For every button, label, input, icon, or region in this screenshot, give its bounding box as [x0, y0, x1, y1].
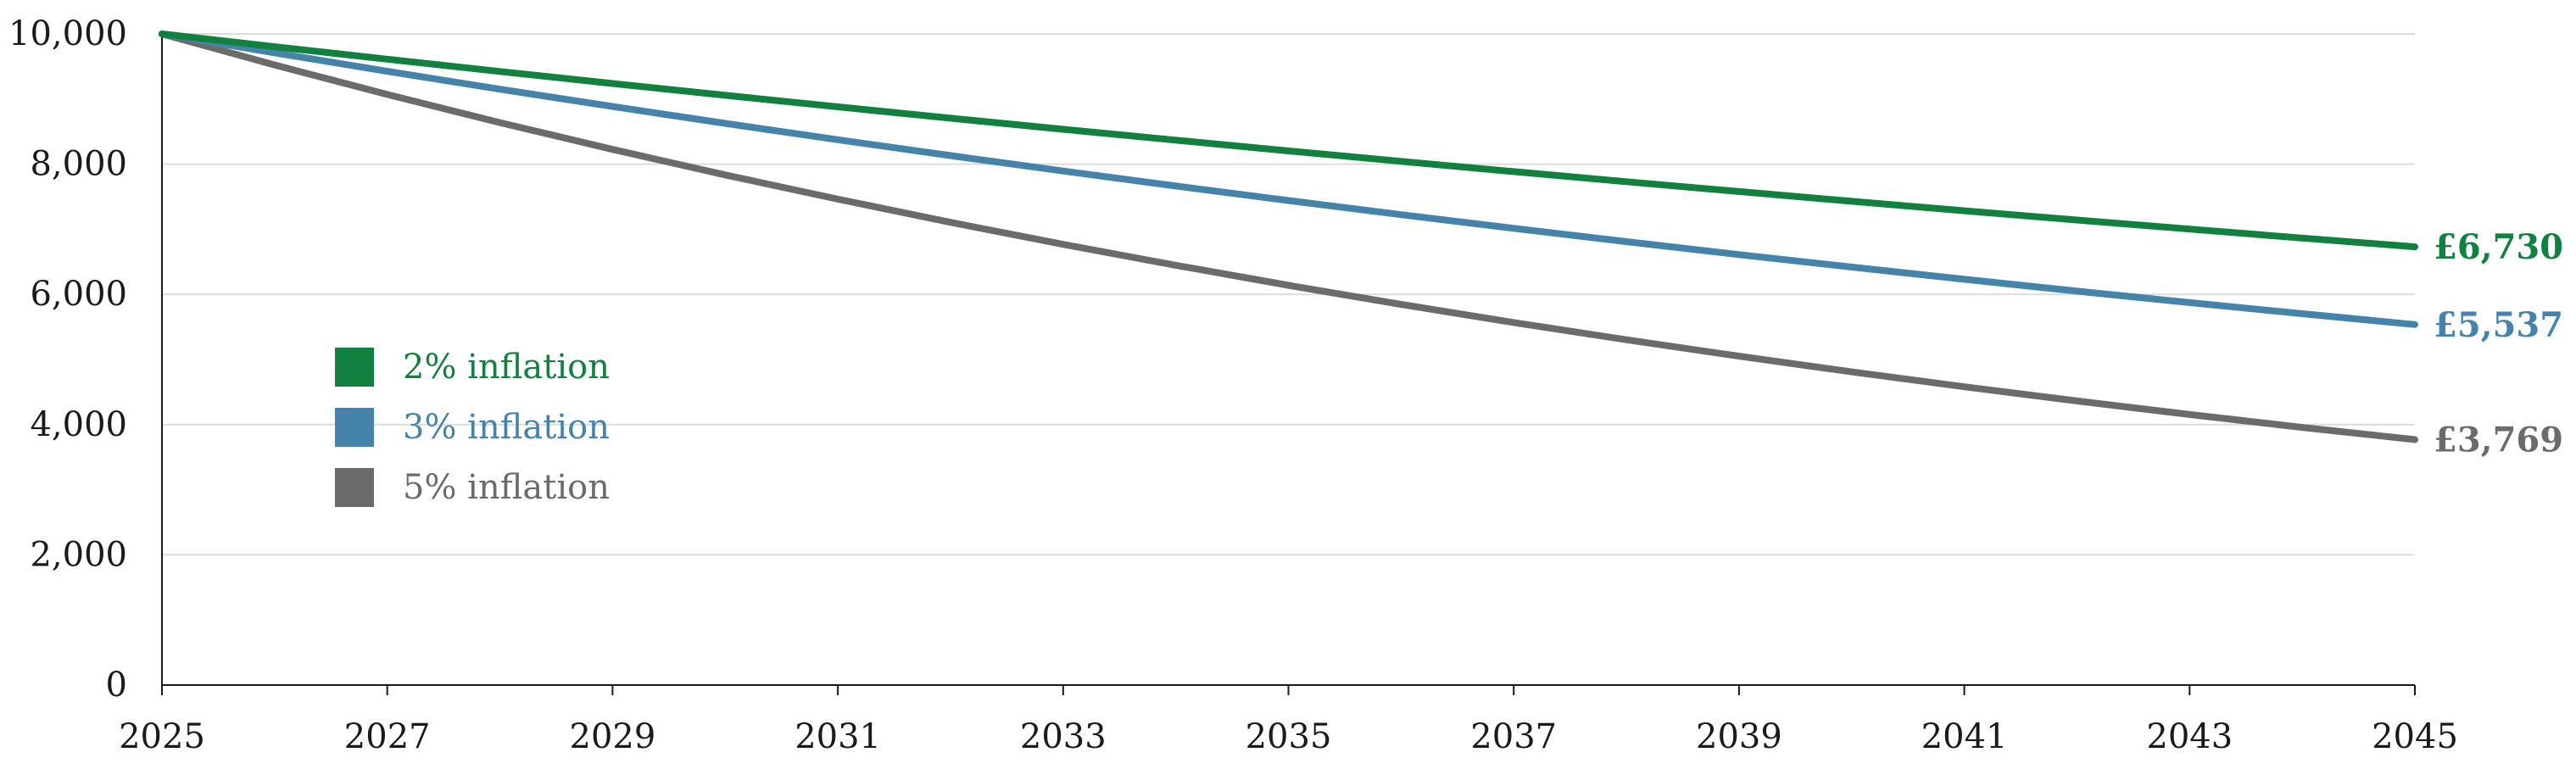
- x-tick-label: 2041: [1921, 717, 2008, 756]
- end-label-series-1: £6,730: [2434, 227, 2563, 267]
- x-tick-label: 2045: [2372, 717, 2458, 756]
- y-axis: 0 2,000 4,000 6,000 8,000 10,000: [8, 14, 163, 705]
- legend-swatch-2: [335, 408, 374, 447]
- series-line-1: [159, 31, 2418, 251]
- y-tick-label: 10,000: [8, 14, 127, 53]
- gridlines: [162, 33, 2415, 556]
- y-tick-label: 0: [106, 666, 127, 705]
- legend-label-1: 2% inflation: [403, 348, 610, 387]
- x-tick-label: 2039: [1696, 717, 1782, 756]
- x-tick-label: 2029: [570, 717, 656, 756]
- legend-label-3: 5% inflation: [403, 468, 610, 507]
- legend-swatch-1: [335, 348, 374, 387]
- x-tick-label: 2033: [1020, 717, 1107, 756]
- y-tick-label: 8,000: [30, 145, 127, 184]
- legend: 2% inflation 3% inflation 5% inflation: [335, 348, 610, 507]
- x-axis: 2025 2027 2029 2031 2033 2035 2037 2039 2041 2043…: [119, 684, 2458, 756]
- y-tick-label: 2,000: [30, 535, 127, 574]
- end-label-series-3: £3,769: [2434, 421, 2563, 460]
- end-value-labels: £6,730 £5,537 £3,769: [2434, 227, 2563, 460]
- y-tick-label: 4,000: [30, 405, 127, 444]
- x-tick-label: 2035: [1246, 717, 1332, 756]
- end-label-series-2: £5,537: [2434, 305, 2563, 345]
- legend-swatch-3: [335, 468, 374, 507]
- x-tick-label: 2031: [795, 717, 881, 756]
- legend-label-2: 3% inflation: [403, 408, 610, 447]
- series-line-3: [159, 31, 2418, 443]
- x-tick-label: 2037: [1470, 717, 1557, 756]
- y-tick-label: 6,000: [30, 275, 127, 314]
- x-tick-label: 2025: [119, 717, 205, 756]
- x-tick-label: 2043: [2146, 717, 2233, 756]
- x-tick-label: 2027: [344, 717, 431, 756]
- series-lines: [159, 31, 2418, 443]
- series-line-2: [159, 31, 2418, 328]
